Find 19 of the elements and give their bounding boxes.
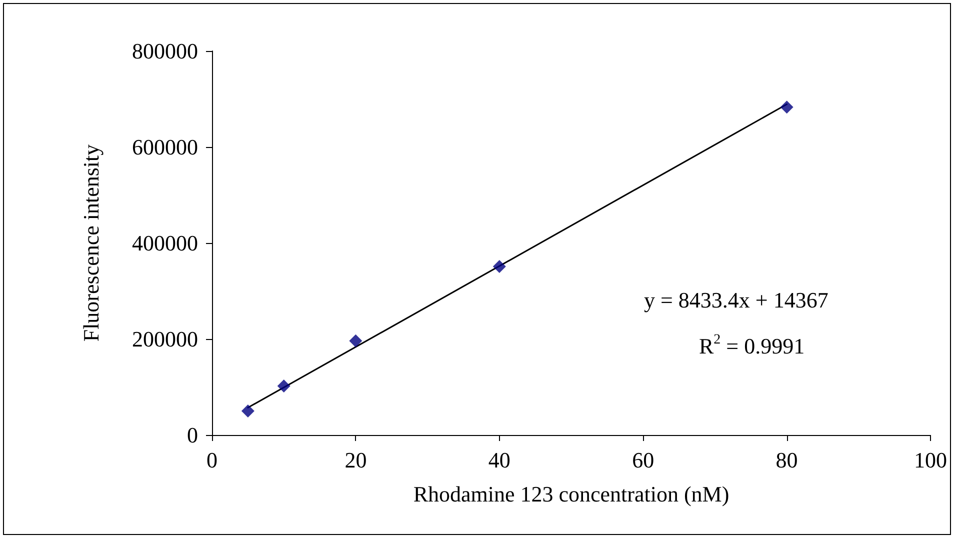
point — [277, 380, 290, 393]
annotation: y = 8433.4x + 14367 — [644, 288, 828, 312]
y-axis-title: Fluorescence intensity — [78, 144, 104, 342]
y-tick-label: 400000 — [132, 230, 198, 256]
point — [349, 334, 362, 348]
x-tick-label: 40 — [488, 448, 510, 472]
x-tick-label: 0 — [206, 448, 218, 472]
x-tick-label: 100 — [914, 448, 947, 472]
point — [241, 404, 254, 418]
point — [780, 100, 794, 114]
x-axis-title: Rhodamine 123 concentration (nM) — [413, 482, 730, 506]
y-tick-label: 800000 — [132, 38, 198, 64]
x-tick-label: 60 — [632, 448, 654, 472]
x-tick-label: 80 — [776, 448, 798, 472]
y-tick-label: 200000 — [132, 326, 198, 352]
y-tick-label: 600000 — [132, 134, 198, 160]
point — [492, 260, 506, 274]
x-tick-label: 20 — [344, 448, 367, 472]
y-tick-label: 0 — [187, 422, 198, 448]
